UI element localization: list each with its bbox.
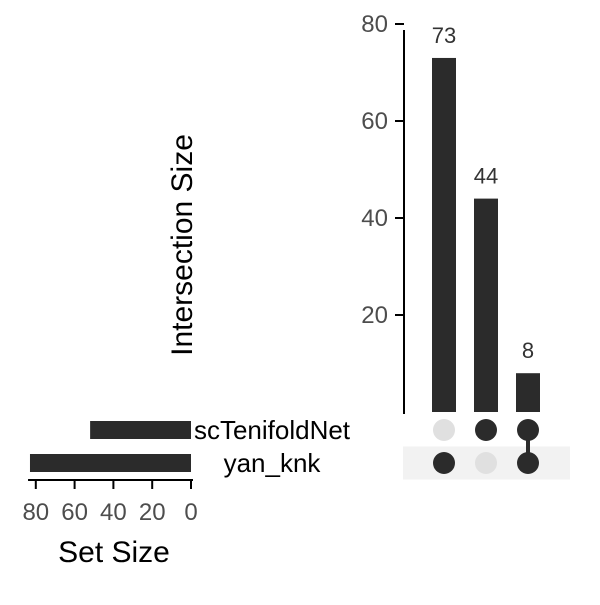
intersection-bar: [432, 57, 456, 412]
matrix-dot-inactive: [475, 452, 497, 474]
intersection-y-tick-label: 20: [361, 302, 388, 329]
matrix-dot-active: [475, 419, 497, 441]
set-label: scTenifoldNet: [194, 415, 351, 445]
set-size-x-tick-label: 80: [22, 499, 49, 526]
intersection-bar-label: 73: [432, 23, 456, 48]
set-size-x-tick-label: 40: [100, 499, 127, 526]
set-size-bar: [90, 421, 191, 439]
set-size-x-tick-label: 20: [139, 499, 166, 526]
set-label: yan_knk: [224, 448, 322, 478]
membership-matrix: [433, 419, 539, 474]
intersection-y-tick-label: 80: [361, 11, 388, 38]
matrix-dot-inactive: [433, 419, 455, 441]
set-size-bars: 80 60 40 20 0: [22, 421, 198, 526]
set-size-axis-title: Set Size: [58, 536, 170, 569]
intersection-bar-label: 8: [522, 338, 534, 363]
matrix-dot-active: [517, 419, 539, 441]
intersection-bar: [474, 198, 498, 412]
intersection-size-axis-title: Intersection Size: [166, 134, 199, 356]
intersection-y-tick-label: 40: [361, 205, 388, 232]
intersection-bars: 20 40 60 80 73 44 8: [361, 11, 540, 414]
intersection-bar: [516, 373, 540, 412]
intersection-bar-label: 44: [474, 164, 498, 189]
intersection-y-tick-label: 60: [361, 108, 388, 135]
set-size-bar: [29, 454, 192, 472]
set-size-x-tick-label: 0: [184, 499, 197, 526]
matrix-dot-active: [433, 452, 455, 474]
matrix-dot-active: [517, 452, 539, 474]
set-size-x-tick-label: 60: [61, 499, 88, 526]
